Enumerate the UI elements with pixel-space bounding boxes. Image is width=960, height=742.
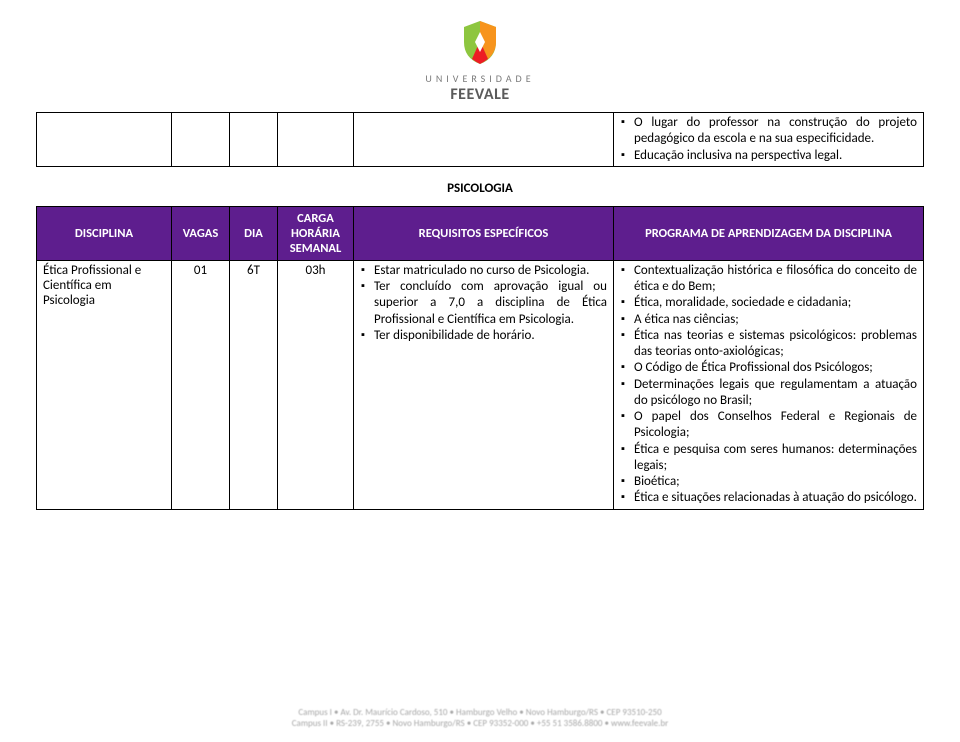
list-item: Ter disponibilidade de horário. — [360, 328, 607, 344]
footer-line-2: Campus II • RS-239, 2755 • Novo Hamburgo… — [0, 718, 960, 730]
table-header-row: DISCIPLINA VAGAS DIA CARGA HORÁRIA SEMAN… — [37, 206, 924, 260]
list-item: Educação inclusiva na perspectiva legal. — [620, 148, 917, 164]
top-bullets-list: O lugar do professor na construção do pr… — [620, 115, 917, 164]
logo-shield-icon — [458, 18, 502, 66]
cell-vagas: 01 — [172, 260, 230, 509]
col-header-programa: PROGRAMA DE APRENDIZAGEM DA DISCIPLINA — [614, 206, 924, 260]
col-header-requisitos: REQUISITOS ESPECÍFICOS — [354, 206, 614, 260]
empty-cell — [354, 113, 614, 167]
col-header-carga: CARGA HORÁRIA SEMANAL — [278, 206, 354, 260]
empty-cell — [172, 113, 230, 167]
list-item: Ética e pesquisa com seres humanos: dete… — [620, 442, 917, 475]
empty-cell — [230, 113, 278, 167]
list-item: O lugar do professor na construção do pr… — [620, 115, 917, 148]
cell-dia: 6T — [230, 260, 278, 509]
cell-requisitos: Estar matriculado no curso de Psicologia… — [354, 260, 614, 509]
list-item: O papel dos Conselhos Federal e Regionai… — [620, 409, 917, 442]
logo-block: UNIVERSIDADE FEEVALE — [0, 0, 960, 112]
col-header-dia: DIA — [230, 206, 278, 260]
table-row: O lugar do professor na construção do pr… — [37, 113, 924, 167]
main-table: DISCIPLINA VAGAS DIA CARGA HORÁRIA SEMAN… — [36, 206, 924, 510]
list-item: Ética nas teorias e sistemas psicológico… — [620, 328, 917, 361]
page-footer: Campus I • Av. Dr. Maurício Cardoso, 510… — [0, 707, 960, 730]
list-item: Ter concluído com aprovação igual ou sup… — [360, 279, 607, 328]
list-item: Determinações legais que regulamentam a … — [620, 377, 917, 410]
table-row: Ética Profissional e Científica em Psico… — [37, 260, 924, 509]
empty-cell — [278, 113, 354, 167]
col-header-disciplina: DISCIPLINA — [37, 206, 172, 260]
list-item: Ética e situações relacionadas à atuação… — [620, 490, 917, 506]
requisitos-list: Estar matriculado no curso de Psicologia… — [360, 263, 607, 344]
list-item: Estar matriculado no curso de Psicologia… — [360, 263, 607, 279]
cell-disciplina: Ética Profissional e Científica em Psico… — [37, 260, 172, 509]
empty-cell — [37, 113, 172, 167]
list-item: Ética, moralidade, sociedade e cidadania… — [620, 295, 917, 311]
logo-subtitle: UNIVERSIDADE — [0, 72, 960, 85]
top-bullets-cell: O lugar do professor na construção do pr… — [614, 113, 924, 167]
list-item: O Código de Ética Profissional dos Psicó… — [620, 360, 917, 376]
top-continuation-table: O lugar do professor na construção do pr… — [36, 112, 924, 167]
cell-programa: Contextualização histórica e filosófica … — [614, 260, 924, 509]
section-title: PSICOLOGIA — [36, 167, 924, 206]
list-item: Bioética; — [620, 474, 917, 490]
col-header-vagas: VAGAS — [172, 206, 230, 260]
cell-carga: 03h — [278, 260, 354, 509]
programa-list: Contextualização histórica e filosófica … — [620, 263, 917, 507]
logo-name: FEEVALE — [0, 85, 960, 104]
footer-line-1: Campus I • Av. Dr. Maurício Cardoso, 510… — [0, 707, 960, 719]
list-item: Contextualização histórica e filosófica … — [620, 263, 917, 296]
list-item: A ética nas ciências; — [620, 312, 917, 328]
